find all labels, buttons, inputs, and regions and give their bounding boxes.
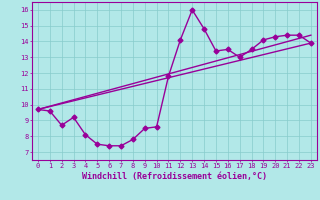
X-axis label: Windchill (Refroidissement éolien,°C): Windchill (Refroidissement éolien,°C) [82, 172, 267, 181]
